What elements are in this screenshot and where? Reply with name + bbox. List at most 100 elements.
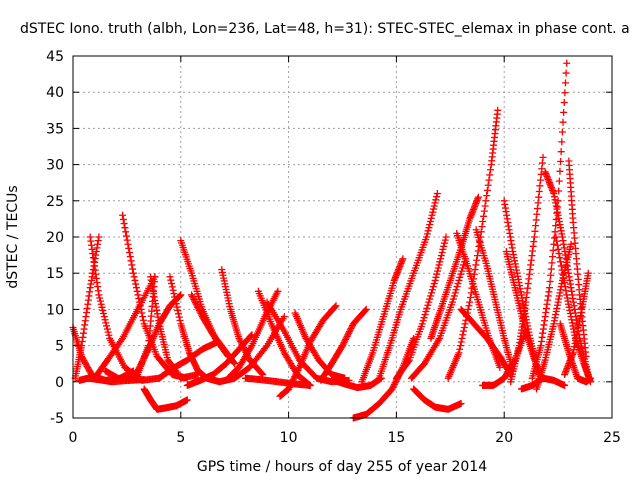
data-point <box>438 249 446 257</box>
data-series-arc <box>224 287 282 382</box>
data-point <box>539 153 547 161</box>
data-point <box>134 291 142 299</box>
data-point <box>197 310 205 318</box>
data-point <box>96 294 104 302</box>
data-point <box>434 264 442 272</box>
data-series-arc <box>507 153 547 386</box>
data-point <box>399 255 407 263</box>
data-point <box>193 302 201 310</box>
data-point <box>239 342 247 350</box>
data-point <box>171 296 179 304</box>
data-point <box>549 253 557 261</box>
data-point <box>584 269 592 277</box>
data-point <box>332 302 340 310</box>
data-point <box>295 365 303 373</box>
data-series-arc <box>358 255 407 386</box>
data-point <box>100 313 108 321</box>
data-point <box>138 359 146 367</box>
data-point <box>449 295 457 303</box>
data-series-arc <box>472 226 517 375</box>
data-series-arc <box>86 233 163 384</box>
data-point <box>428 286 436 294</box>
data-series-arc <box>375 190 441 382</box>
data-point <box>262 343 270 351</box>
data-point <box>434 267 442 275</box>
data-series-arc <box>263 298 353 386</box>
data-point <box>390 380 398 388</box>
data-point <box>103 322 111 330</box>
data-point <box>176 317 184 325</box>
x-tick-label: 10 <box>280 430 298 446</box>
data-point <box>486 171 494 179</box>
data-point <box>460 261 468 269</box>
data-point <box>123 236 131 244</box>
data-point <box>96 297 104 305</box>
data-point <box>486 166 494 174</box>
data-point <box>168 280 176 288</box>
data-point <box>138 309 146 317</box>
data-point <box>441 236 449 244</box>
data-point <box>420 314 428 322</box>
data-point <box>454 280 462 288</box>
data-point <box>139 356 147 364</box>
data-point <box>555 187 563 195</box>
data-point <box>136 298 144 306</box>
data-points <box>69 59 594 422</box>
data-point <box>559 118 567 126</box>
data-point <box>290 374 298 382</box>
data-point <box>169 286 177 294</box>
data-point <box>348 323 356 331</box>
data-point <box>472 261 480 269</box>
data-point <box>97 300 105 308</box>
data-point <box>450 292 458 300</box>
data-point <box>557 157 565 165</box>
data-point <box>285 383 293 391</box>
data-point <box>557 262 565 270</box>
data-series-arc <box>410 385 465 413</box>
data-point <box>231 360 239 368</box>
data-point <box>132 284 140 292</box>
data-point <box>426 217 434 225</box>
data-series-arc <box>155 338 221 382</box>
data-series-arc <box>556 320 594 386</box>
data-point <box>426 295 434 303</box>
chart-title: dSTEC Iono. truth (albh, Lon=236, Lat=48… <box>20 21 630 37</box>
data-point <box>340 338 348 346</box>
data-point <box>131 276 139 284</box>
data-point <box>558 266 566 274</box>
data-point <box>391 379 399 387</box>
data-series-arc <box>254 287 314 389</box>
data-point <box>237 339 245 347</box>
data-point <box>293 368 301 376</box>
data-point <box>105 331 113 339</box>
data-point <box>433 190 441 198</box>
data-point <box>192 300 200 308</box>
x-tick-label: 20 <box>495 430 513 446</box>
data-point <box>389 383 397 391</box>
data-point <box>483 192 491 200</box>
data-point <box>188 292 196 300</box>
data-point <box>433 270 441 278</box>
data-point <box>143 348 151 356</box>
data-point <box>451 289 459 297</box>
axis-ticks: 0 5 10 15 20 25 -5 0 5 10 15 20 25 30 35 40 45 <box>46 49 621 446</box>
data-point <box>127 257 135 265</box>
x-tick-label: 0 <box>69 430 78 446</box>
data-series-arc <box>291 309 349 382</box>
data-point <box>421 311 429 319</box>
data-point <box>168 283 176 291</box>
data-point <box>458 334 466 342</box>
data-point <box>122 232 130 240</box>
data-point <box>305 381 313 389</box>
data-point <box>230 359 238 367</box>
data-point <box>467 289 475 297</box>
data-point <box>457 270 465 278</box>
data-point <box>473 256 481 264</box>
data-point <box>126 253 134 261</box>
y-tick-label: 35 <box>46 121 64 137</box>
data-point <box>194 303 202 311</box>
data-point <box>99 310 107 318</box>
data-point <box>436 258 444 266</box>
data-point <box>343 332 351 340</box>
data-point <box>480 212 488 220</box>
